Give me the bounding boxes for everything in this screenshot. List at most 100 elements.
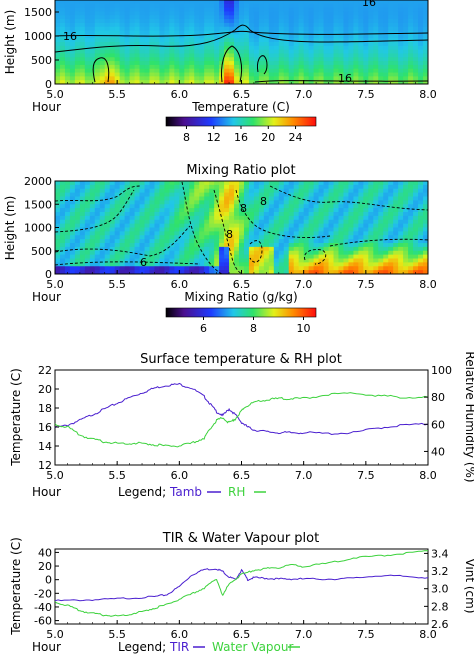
heatmap-cell	[273, 262, 280, 267]
heatmap-cell	[348, 11, 354, 16]
heatmap-cell	[209, 270, 215, 274]
mixing-ratio-heatmap: Mixing Ratio plot 8 8 8 6 5.0 5.5 6.0 6.5 7.…	[3, 163, 437, 335]
heatmap-cell	[408, 61, 414, 66]
heatmap-cell	[323, 30, 330, 35]
heatmap-cell	[243, 227, 250, 232]
heatmap-cell	[398, 3, 404, 9]
heatmap-cell	[139, 0, 146, 5]
heatmap-cell	[418, 231, 424, 236]
heatmap-cell	[303, 219, 310, 225]
heatmap-cell	[164, 262, 170, 267]
heatmap-cell	[373, 254, 379, 260]
heatmap-cell	[219, 26, 225, 32]
heatmap-cell	[368, 196, 374, 201]
heatmap-cell	[273, 208, 280, 213]
heatmap-cell	[418, 76, 424, 81]
heatmap-cell	[174, 262, 180, 267]
heatmap-cell	[343, 72, 350, 77]
heatmap-cell	[174, 239, 180, 244]
heatmap-cell	[154, 76, 161, 81]
heatmap-cell	[149, 80, 156, 84]
heatmap-cell	[109, 239, 116, 244]
heatmap-cell	[94, 76, 101, 81]
heatmap-cell	[298, 258, 305, 263]
heatmap-cell	[199, 196, 205, 201]
heatmap-cell	[224, 227, 230, 232]
heatmap-cell	[358, 188, 364, 194]
heatmap-cell	[174, 266, 180, 271]
heatmap-cell	[79, 181, 86, 186]
heatmap-cell	[179, 227, 185, 232]
heatmap-cell	[288, 262, 295, 267]
heatmap-cell	[353, 64, 359, 70]
heatmap-cell	[343, 239, 350, 244]
heatmap-cell	[298, 254, 305, 260]
heatmap-cell	[194, 196, 200, 201]
heatmap-cell	[79, 61, 86, 66]
heatmap-cell	[139, 22, 146, 28]
heatmap-cell	[239, 3, 245, 9]
heatmap-cell	[383, 231, 389, 236]
heatmap-cell	[179, 262, 185, 267]
heatmap-cell	[224, 7, 230, 13]
heatmap-cell	[323, 57, 330, 62]
heatmap-cell	[109, 38, 116, 43]
heatmap-cell	[209, 61, 215, 66]
heatmap-cell	[119, 208, 126, 213]
heatmap-cell	[154, 19, 161, 24]
heatmap-cell	[189, 68, 195, 74]
heatmap-cell	[209, 243, 215, 248]
heatmap-cell	[214, 192, 220, 198]
heatmap-cell	[333, 235, 340, 240]
heatmap-cell	[209, 215, 215, 221]
heatmap-cell	[89, 243, 96, 248]
heatmap-cell	[373, 22, 379, 28]
heatmap-cell	[318, 270, 325, 274]
heatmap-cell	[89, 49, 96, 55]
heatmap-cell	[224, 26, 230, 32]
heatmap-cell	[303, 3, 310, 9]
heatmap-cell	[303, 181, 310, 186]
heatmap-cell	[393, 19, 399, 24]
heatmap-cell	[209, 30, 215, 35]
heatmap-cell	[343, 204, 350, 209]
heatmap-cell	[109, 208, 116, 213]
heatmap-cell	[99, 42, 106, 47]
heatmap-cell	[328, 208, 335, 213]
tir-x-tick-label: 5.0	[46, 628, 64, 641]
heatmap-cell	[418, 68, 424, 74]
heatmap-cell	[119, 11, 126, 16]
heatmap-cell	[393, 34, 399, 39]
heatmap-cell	[114, 76, 121, 81]
heatmap-cell	[423, 68, 428, 74]
heatmap-cell	[293, 258, 300, 263]
heatmap-cell	[234, 49, 240, 55]
heatmap-cell	[338, 215, 345, 221]
heatmap-cell	[179, 188, 185, 194]
heatmap-cell	[333, 26, 340, 32]
heatmap-cell	[149, 61, 156, 66]
heatmap-cell	[383, 61, 389, 66]
heatmap-cell	[408, 15, 414, 20]
heatmap-cell	[353, 80, 359, 84]
heatmap-cell	[69, 204, 76, 209]
heatmap-cell	[413, 49, 419, 55]
heatmap-cell	[288, 42, 295, 47]
heatmap-cell	[398, 266, 404, 271]
heatmap-cell	[423, 0, 428, 5]
heatmap-cell	[308, 196, 315, 201]
heatmap-cell	[388, 212, 394, 217]
colorbar-tick-label: 24	[289, 131, 303, 144]
heatmap-cell	[248, 0, 255, 5]
heatmap-cell	[84, 266, 91, 271]
heatmap-cell	[184, 68, 190, 74]
heatmap-cell	[134, 34, 141, 39]
heatmap-cell	[64, 7, 71, 13]
heatmap-cell	[333, 42, 340, 47]
heatmap-cell	[408, 7, 414, 13]
heatmap-cell	[124, 192, 131, 198]
heatmap-cell	[303, 0, 310, 5]
heatmap-cell	[278, 188, 285, 194]
heatmap-cell	[104, 196, 111, 201]
heatmap-cell	[293, 262, 300, 267]
